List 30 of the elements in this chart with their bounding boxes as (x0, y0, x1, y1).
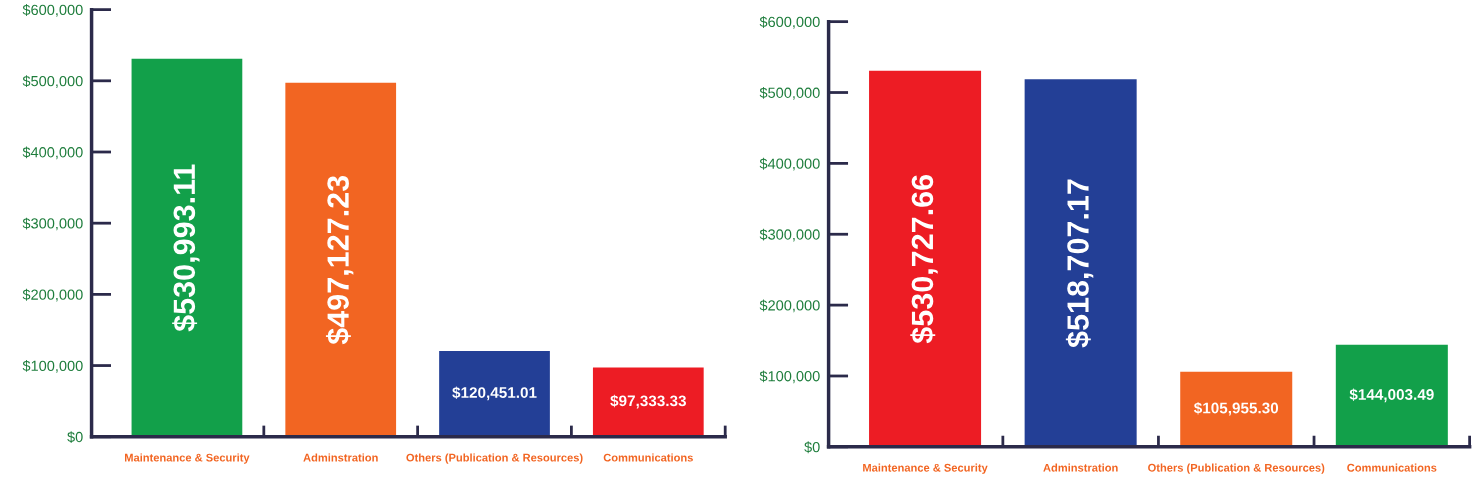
y-tick-label: $600,000 (759, 16, 820, 29)
x-tick-label: Others (Publication & Resources) (406, 453, 583, 464)
x-tick-label: Communications (603, 453, 693, 462)
y-tick-label: $100,000 (22, 360, 83, 373)
y-tick-label: $400,000 (759, 157, 820, 171)
data-label: $530,993.11 (172, 164, 200, 332)
data-label: $518,707.17 (1065, 179, 1094, 348)
x-tick-label: Others (Publication & Resources) (1148, 463, 1325, 474)
y-tick-label: $200,000 (22, 288, 83, 302)
data-label: $120,451.01 (452, 386, 537, 401)
data-label: $530,727.66 (910, 174, 938, 344)
x-tick-label: Adminstration (1043, 463, 1118, 472)
y-tick-label: $0 (67, 431, 83, 444)
y-tick-label: $100,000 (759, 370, 820, 384)
x-tick-label: Maintenance & Security (125, 453, 250, 464)
y-tick-label: $300,000 (22, 217, 83, 231)
data-label: $497,127.23 (325, 175, 354, 345)
data-label: $144,003.49 (1349, 388, 1434, 403)
y-tick-label: $500,000 (22, 75, 83, 88)
y-tick-label: $500,000 (759, 87, 820, 100)
y-tick-label: $0 (804, 441, 820, 454)
data-label: $105,955.30 (1193, 401, 1279, 416)
x-tick-label: Maintenance & Security (863, 463, 988, 474)
x-tick-label: Communications (1347, 463, 1437, 472)
data-label: $97,333.33 (610, 394, 686, 409)
y-tick-label: $600,000 (22, 4, 83, 17)
y-tick-label: $200,000 (759, 299, 820, 313)
y-tick-label: $400,000 (22, 146, 83, 160)
x-tick-label: Adminstration (303, 453, 378, 462)
y-tick-label: $300,000 (759, 228, 820, 242)
